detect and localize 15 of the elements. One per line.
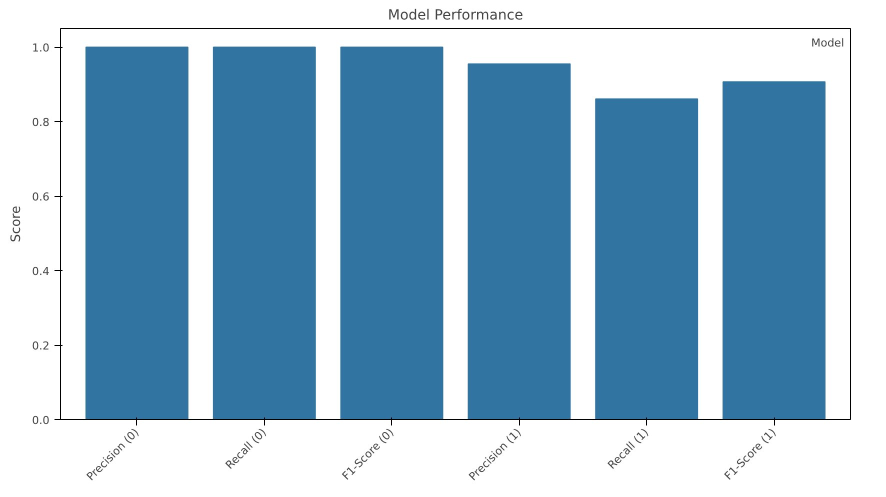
- bar: [722, 81, 826, 420]
- chart-title: Model Performance: [388, 8, 524, 24]
- y-tick-label: 0.4: [32, 265, 50, 278]
- bar: [212, 46, 316, 420]
- bar: [468, 63, 571, 420]
- legend-title: Model: [811, 36, 844, 50]
- y-tick-label: 0.8: [32, 116, 50, 130]
- y-tick-label: 0.0: [32, 414, 50, 427]
- y-tick-label: 1.0: [32, 42, 50, 55]
- y-tick-label: 0.2: [32, 340, 50, 353]
- y-axis-title: Score: [9, 206, 24, 242]
- bar: [340, 46, 444, 420]
- y-tick-label: 0.6: [32, 190, 50, 204]
- bar: [595, 98, 698, 420]
- bar: [85, 46, 188, 420]
